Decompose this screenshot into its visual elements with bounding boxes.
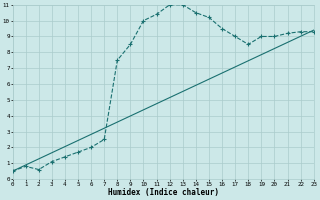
X-axis label: Humidex (Indice chaleur): Humidex (Indice chaleur) bbox=[108, 188, 219, 197]
